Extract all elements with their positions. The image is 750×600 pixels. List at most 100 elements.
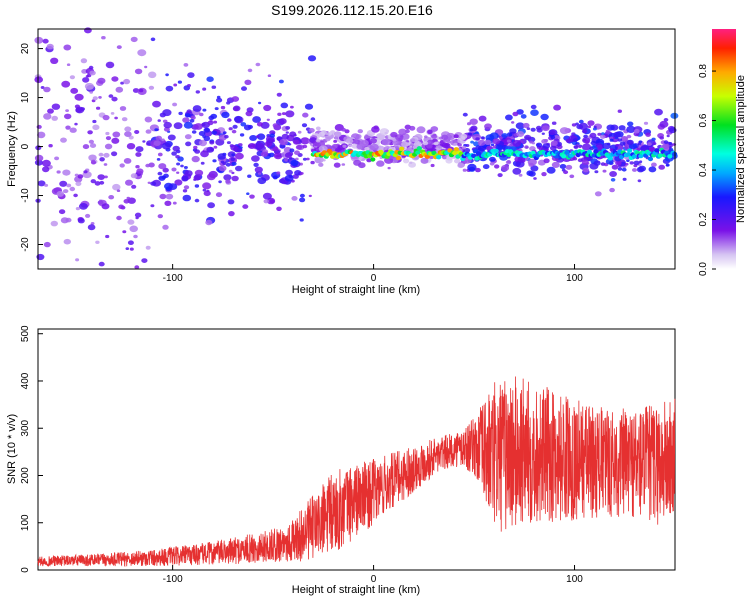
spectrogram-cell xyxy=(489,132,499,140)
spectrogram-cell xyxy=(246,192,250,195)
spectrogram-cell xyxy=(276,171,281,175)
spectrogram-ridge-cell xyxy=(657,153,663,158)
spectrogram-cell xyxy=(74,104,80,109)
spectrogram-cell xyxy=(174,179,183,186)
spectrogram-cell xyxy=(40,86,45,89)
spectrogram-cell xyxy=(470,125,478,132)
spectrogram-cell xyxy=(104,143,113,150)
spectrogram-cell xyxy=(221,111,230,119)
spectrogram-cell xyxy=(245,110,253,117)
spectrogram-cell xyxy=(606,124,615,131)
spectrogram-cell xyxy=(88,139,94,144)
spectrogram-cell xyxy=(74,93,84,101)
spectrogram-cell xyxy=(134,212,142,218)
spectrogram-cell xyxy=(249,194,255,199)
spectrogram-cell xyxy=(165,73,169,77)
spectrogram-cell xyxy=(134,68,143,75)
spectrogram-cell xyxy=(600,134,606,139)
spectrogram-cell xyxy=(506,139,511,143)
spectrogram-cell xyxy=(409,138,416,143)
spectrogram-cell xyxy=(157,152,163,157)
spectrogram-cell xyxy=(88,65,94,70)
spectrogram-cell xyxy=(255,62,261,67)
spectrogram-cell xyxy=(183,63,189,67)
spectrogram-cell xyxy=(105,234,110,239)
spectrogram-cell xyxy=(89,143,97,149)
spectrogram-cell xyxy=(302,112,309,118)
spectrogram-cell xyxy=(148,71,157,79)
spectrogram-cell xyxy=(124,131,132,138)
spectrogram-cell xyxy=(252,116,261,123)
spectrogram-cell xyxy=(390,131,398,138)
spectrogram-cell xyxy=(92,96,98,101)
spectrogram-cell xyxy=(148,85,155,90)
spectrogram-cell xyxy=(357,129,363,134)
spectrogram-cell xyxy=(369,138,377,144)
spectrogram-cell xyxy=(648,166,657,173)
spectrogram-cell xyxy=(222,161,227,165)
spectrogram-cell xyxy=(43,86,51,93)
spectrogram-cell xyxy=(105,131,110,136)
spectrogram-cell xyxy=(505,114,513,121)
spectrogram-cell xyxy=(60,137,67,143)
spectrogram-cell xyxy=(659,120,669,128)
spectrogram-cell xyxy=(163,121,172,129)
spectrogram-x-tick-label: 100 xyxy=(566,273,583,284)
spectrogram-cell xyxy=(431,134,438,139)
spectrogram-cell xyxy=(289,131,297,137)
spectrogram-y-tick-label: -20 xyxy=(20,237,31,252)
spectrogram-cell xyxy=(211,130,218,135)
spectrogram-cell xyxy=(426,143,433,149)
spectrogram-cell xyxy=(123,199,130,204)
spectrogram-cell xyxy=(98,152,104,157)
spectrogram-cell xyxy=(150,181,157,186)
spectrogram-cell xyxy=(231,153,235,157)
spectrogram-cell xyxy=(353,159,362,166)
spectrogram-ridge-cell xyxy=(625,152,631,157)
spectrogram-cell xyxy=(266,118,270,122)
snr-y-tick-label: 200 xyxy=(20,467,31,484)
spectrogram-cell xyxy=(551,121,557,125)
spectrogram-cell xyxy=(522,122,530,129)
spectrogram-cell xyxy=(349,144,353,147)
spectrogram-y-tick-label: 10 xyxy=(20,92,31,104)
spectrogram-cell xyxy=(453,134,459,139)
spectrogram-cell xyxy=(300,172,304,175)
spectrogram-cell xyxy=(422,141,429,146)
spectrogram-cell xyxy=(193,175,201,181)
spectrogram-cell xyxy=(543,158,550,164)
spectrogram-cell xyxy=(193,145,198,150)
spectrogram-cell xyxy=(189,118,195,123)
spectrogram-cell xyxy=(277,112,282,117)
spectrogram-cell xyxy=(643,121,649,125)
spectrogram-cell xyxy=(247,174,252,178)
spectrogram-cell xyxy=(213,120,218,124)
spectrogram-ridge-cell xyxy=(395,155,402,161)
spectrogram-cell xyxy=(553,104,561,111)
spectrogram-cell xyxy=(617,138,623,142)
spectrogram-cell xyxy=(194,169,204,177)
snr-x-tick-label: 0 xyxy=(371,574,377,585)
spectrogram-cell xyxy=(63,238,71,245)
spectrogram-cell xyxy=(183,185,190,190)
spectrogram-cell xyxy=(69,127,77,133)
spectrogram-cell xyxy=(337,145,341,149)
spectrogram-cell xyxy=(609,138,614,142)
colorbar-tick-label: 0.4 xyxy=(698,163,709,177)
spectrogram-cell xyxy=(424,135,428,139)
spectrogram-cell xyxy=(263,199,269,204)
snr-y-tick-label: 400 xyxy=(20,372,31,389)
spectrogram-cell xyxy=(203,190,211,197)
spectrogram-cell xyxy=(315,138,321,143)
spectrogram-cell xyxy=(240,122,247,127)
spectrogram-y-tick-label: 0 xyxy=(20,143,31,149)
spectrogram-ridge-cell xyxy=(654,148,660,153)
spectrogram-cell xyxy=(203,127,211,133)
spectrogram-cell xyxy=(490,143,495,146)
spectrogram-ridge-cell xyxy=(370,157,376,162)
spectrogram-cell xyxy=(615,160,622,166)
spectrogram-cell xyxy=(578,145,582,149)
spectrogram-cell xyxy=(180,164,184,168)
spectrogram-cell xyxy=(228,127,233,131)
spectrogram-cell xyxy=(430,163,435,168)
